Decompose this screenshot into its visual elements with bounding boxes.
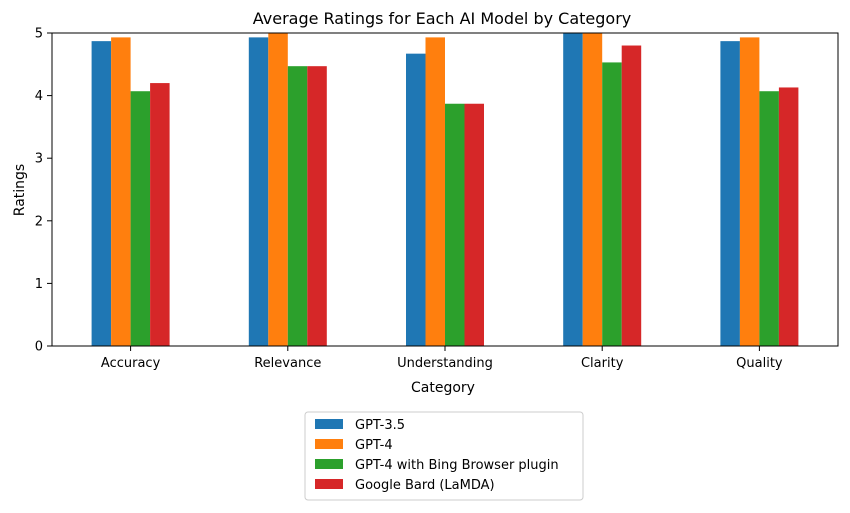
y-tick-label: 0 — [35, 340, 43, 355]
y-axis-ticks: 0 1 2 3 4 5 — [35, 27, 52, 355]
y-tick-label: 2 — [35, 214, 43, 229]
legend-label: GPT-4 with Bing Browser plugin — [355, 458, 559, 473]
bar-gpt-4-with-bing-browser-plugin-accuracy — [130, 91, 151, 346]
bar-gpt-4-relevance — [268, 33, 288, 346]
bar-gpt-4-with-bing-browser-plugin-understanding — [445, 103, 465, 347]
legend-label: GPT-4 — [355, 438, 393, 453]
y-tick-label: 3 — [35, 152, 43, 167]
bar-gpt-4-quality — [739, 37, 760, 346]
bar-gpt-3-5-understanding — [406, 53, 426, 346]
legend-label: GPT-3.5 — [355, 418, 405, 433]
bar-google-bard-lamda-accuracy — [150, 83, 170, 346]
legend-swatch — [315, 419, 343, 429]
legend-swatch — [315, 459, 343, 469]
bar-gpt-3-5-relevance — [248, 37, 269, 346]
bar-gpt-4-clarity — [582, 33, 603, 346]
bar-google-bard-lamda-clarity — [621, 45, 642, 347]
legend-swatch — [315, 479, 343, 489]
y-axis-label: Ratings — [12, 164, 28, 216]
bar-gpt-3-5-quality — [720, 41, 740, 346]
bar-google-bard-lamda-quality — [778, 87, 799, 347]
y-tick-label: 1 — [35, 277, 43, 292]
bar-gpt-4-with-bing-browser-plugin-relevance — [287, 66, 308, 347]
bar-gpt-4-with-bing-browser-plugin-quality — [759, 91, 779, 346]
bar-gpt-4-accuracy — [111, 37, 131, 346]
y-tick-label: 4 — [35, 89, 43, 104]
x-tick-label: Clarity — [581, 356, 624, 371]
chart-title: Average Ratings for Each AI Model by Cat… — [253, 9, 632, 28]
plot-frame — [51, 32, 839, 347]
bar-gpt-3-5-accuracy — [91, 41, 112, 346]
x-tick-label: Relevance — [254, 356, 321, 371]
x-tick-label: Accuracy — [101, 356, 161, 371]
bar-gpt-3-5-clarity — [563, 33, 583, 346]
x-tick-label: Quality — [736, 356, 783, 371]
x-axis-ticks: Accuracy Relevance Understanding Clarity Qua… — [101, 346, 783, 371]
bar-google-bard-lamda-understanding — [464, 103, 484, 347]
bar-gpt-4-understanding — [425, 37, 445, 346]
bars-group — [91, 33, 799, 347]
legend: GPT-3.5 GPT-4 GPT-4 with Bing Browser plug… — [304, 411, 584, 501]
x-tick-label: Understanding — [397, 356, 493, 371]
bar-gpt-4-with-bing-browser-plugin-clarity — [602, 62, 622, 347]
bar-google-bard-lamda-relevance — [307, 66, 327, 347]
legend-label: Google Bard (LaMDA) — [355, 478, 495, 493]
legend-swatch — [315, 439, 343, 449]
legend-frame — [304, 411, 584, 501]
y-tick-label: 5 — [35, 27, 43, 42]
x-axis-label: Category — [411, 380, 475, 396]
